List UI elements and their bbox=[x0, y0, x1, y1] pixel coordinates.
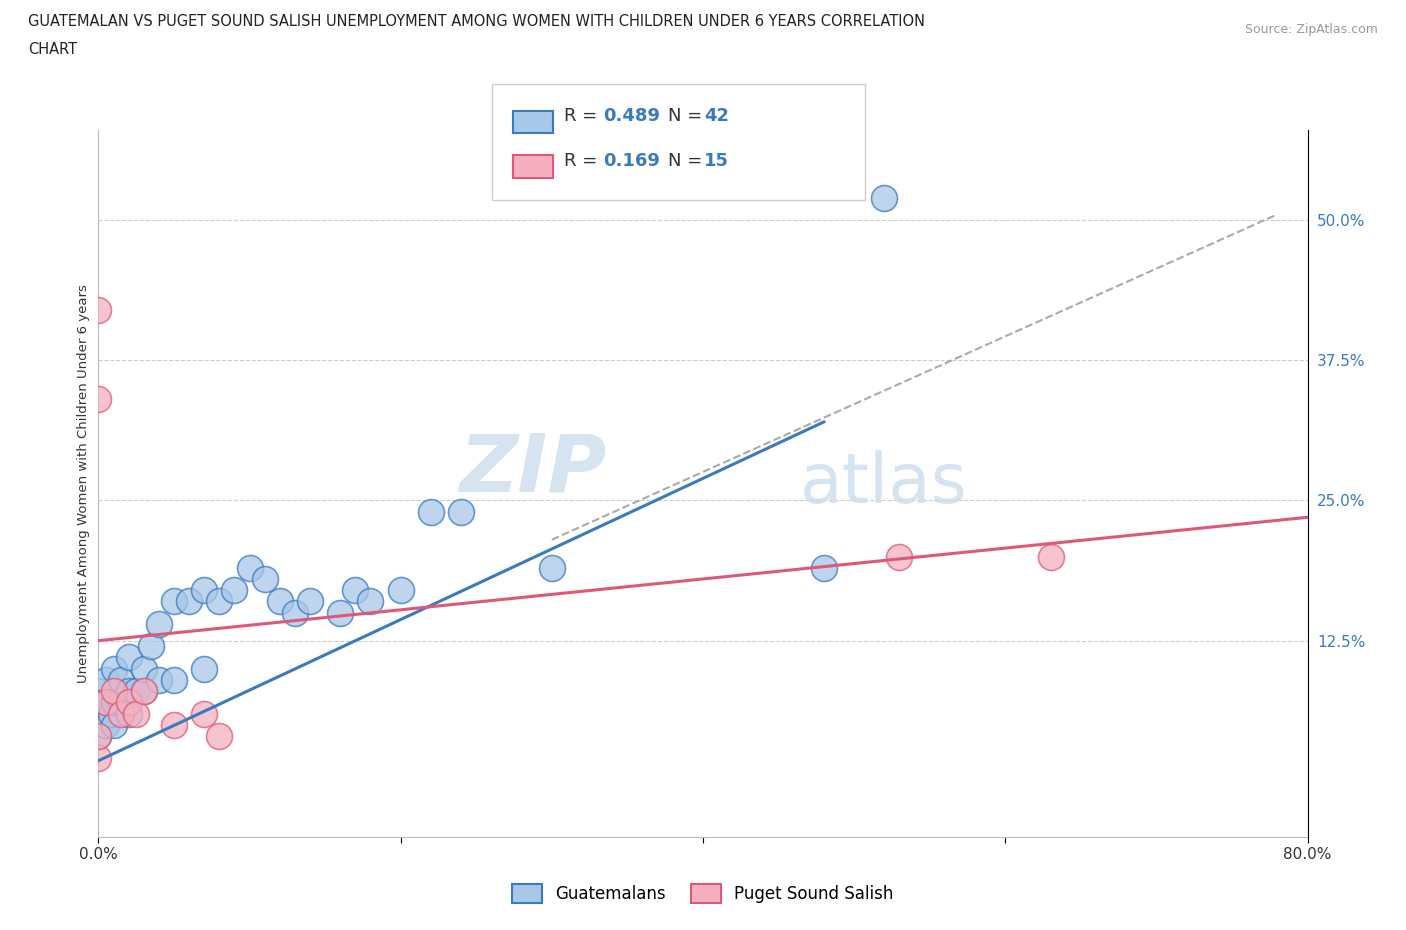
Point bbox=[110, 706, 132, 721]
Point bbox=[193, 661, 215, 676]
Text: R =: R = bbox=[564, 107, 603, 126]
Point bbox=[813, 560, 835, 575]
Text: 0.169: 0.169 bbox=[603, 152, 659, 170]
Point bbox=[118, 684, 141, 698]
Text: N =: N = bbox=[668, 152, 707, 170]
Point bbox=[163, 717, 186, 732]
Point bbox=[87, 751, 110, 766]
Text: 15: 15 bbox=[704, 152, 730, 170]
Point bbox=[87, 728, 110, 743]
Point bbox=[389, 583, 412, 598]
Text: 0.489: 0.489 bbox=[603, 107, 661, 126]
Point bbox=[87, 392, 110, 407]
Point bbox=[87, 706, 110, 721]
Point bbox=[179, 594, 201, 609]
Point bbox=[889, 549, 911, 564]
Point bbox=[163, 594, 186, 609]
Point bbox=[208, 594, 231, 609]
Point bbox=[239, 560, 262, 575]
Text: atlas: atlas bbox=[800, 450, 967, 517]
Point bbox=[193, 583, 215, 598]
Point bbox=[329, 605, 352, 620]
Point bbox=[132, 661, 155, 676]
Point bbox=[125, 706, 148, 721]
Point bbox=[253, 572, 276, 587]
Point bbox=[193, 706, 215, 721]
Point bbox=[94, 672, 117, 687]
Text: 42: 42 bbox=[704, 107, 730, 126]
Point bbox=[344, 583, 367, 598]
Point bbox=[125, 684, 148, 698]
Point bbox=[873, 190, 896, 205]
Point bbox=[103, 684, 125, 698]
Text: CHART: CHART bbox=[28, 42, 77, 57]
Text: R =: R = bbox=[564, 152, 603, 170]
Point bbox=[110, 672, 132, 687]
Point bbox=[148, 617, 170, 631]
Text: N =: N = bbox=[668, 107, 707, 126]
Text: Source: ZipAtlas.com: Source: ZipAtlas.com bbox=[1244, 23, 1378, 36]
Text: GUATEMALAN VS PUGET SOUND SALISH UNEMPLOYMENT AMONG WOMEN WITH CHILDREN UNDER 6 : GUATEMALAN VS PUGET SOUND SALISH UNEMPLO… bbox=[28, 14, 925, 29]
Point bbox=[94, 695, 117, 710]
Point bbox=[163, 672, 186, 687]
Point bbox=[118, 650, 141, 665]
Point bbox=[118, 706, 141, 721]
Legend: Guatemalans, Puget Sound Salish: Guatemalans, Puget Sound Salish bbox=[506, 877, 900, 910]
Point bbox=[132, 684, 155, 698]
Point bbox=[224, 583, 246, 598]
Point bbox=[118, 695, 141, 710]
Point bbox=[103, 695, 125, 710]
Point bbox=[87, 684, 110, 698]
Point bbox=[87, 302, 110, 317]
Point bbox=[87, 728, 110, 743]
Point bbox=[148, 672, 170, 687]
Point bbox=[94, 695, 117, 710]
Point bbox=[1039, 549, 1062, 564]
Point bbox=[141, 639, 163, 654]
Point bbox=[299, 594, 322, 609]
Point bbox=[103, 661, 125, 676]
Point bbox=[450, 504, 472, 519]
Point bbox=[110, 695, 132, 710]
Point bbox=[420, 504, 443, 519]
Point bbox=[94, 717, 117, 732]
Point bbox=[360, 594, 382, 609]
Point bbox=[284, 605, 307, 620]
Point bbox=[208, 728, 231, 743]
Point bbox=[269, 594, 291, 609]
Point bbox=[540, 560, 562, 575]
Point bbox=[132, 684, 155, 698]
Point bbox=[103, 717, 125, 732]
Y-axis label: Unemployment Among Women with Children Under 6 years: Unemployment Among Women with Children U… bbox=[77, 285, 90, 683]
Point bbox=[100, 706, 122, 721]
Text: ZIP: ZIP bbox=[458, 431, 606, 509]
